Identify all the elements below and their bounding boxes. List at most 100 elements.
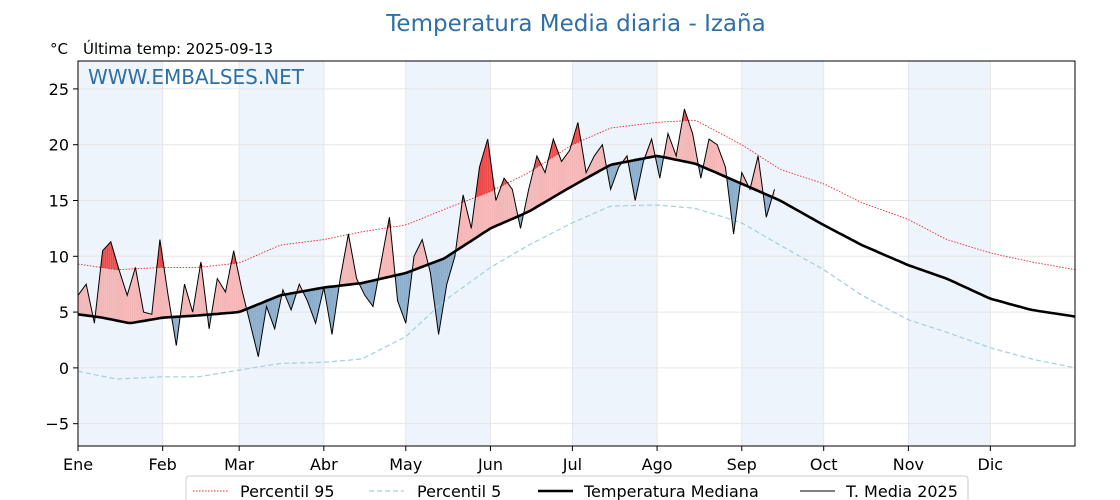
above-median-fill xyxy=(665,133,669,159)
above-median-fill xyxy=(82,286,85,316)
above-median-fill xyxy=(166,281,169,318)
above-median-fill xyxy=(600,144,603,171)
above-median-fill xyxy=(223,288,226,314)
above-p95-fill xyxy=(573,129,576,145)
plot-frame xyxy=(77,60,1076,447)
above-median-fill xyxy=(758,155,761,192)
above-median-fill xyxy=(493,185,496,227)
above-median-fill xyxy=(723,161,726,177)
series-line-media2025 xyxy=(77,108,775,357)
above-median-fill xyxy=(549,147,552,200)
x-tick-label: Jul xyxy=(562,455,582,474)
below-median-fill xyxy=(254,305,257,349)
above-median-fill xyxy=(686,115,689,163)
above-median-fill xyxy=(495,194,498,226)
below-median-fill xyxy=(446,255,449,285)
below-median-fill xyxy=(440,259,443,322)
above-median-fill xyxy=(198,261,201,316)
below-median-fill xyxy=(325,287,328,311)
above-median-fill xyxy=(504,178,507,223)
y-tick-label: 10 xyxy=(49,247,69,266)
above-median-fill xyxy=(145,312,148,321)
below-median-fill xyxy=(729,178,732,218)
above-median-fill xyxy=(592,155,595,176)
above-median-fill xyxy=(221,285,224,314)
above-median-fill xyxy=(147,313,150,321)
above-median-fill xyxy=(139,289,142,322)
above-p95-fill xyxy=(106,244,109,269)
y-tick-label: 5 xyxy=(59,303,69,322)
legend-label-p95: Percentil 95 xyxy=(240,482,335,500)
above-median-fill xyxy=(688,121,691,163)
x-tick-label: Feb xyxy=(149,455,177,474)
above-median-fill xyxy=(241,289,244,311)
above-median-fill xyxy=(497,189,501,226)
above-median-fill xyxy=(672,144,675,160)
below-median-fill xyxy=(442,258,445,310)
above-median-fill xyxy=(682,108,685,162)
above-p95-fill xyxy=(479,160,482,196)
watermark: WWW.EMBALSES.NET xyxy=(88,65,305,89)
above-median-fill xyxy=(416,247,419,270)
below-median-fill xyxy=(92,313,95,324)
below-median-fill xyxy=(373,280,376,307)
above-p95-fill xyxy=(114,255,117,270)
above-median-fill xyxy=(557,150,560,195)
month-band xyxy=(572,61,658,446)
above-median-fill xyxy=(719,150,722,175)
below-median-fill xyxy=(364,281,367,299)
above-median-fill xyxy=(502,178,505,224)
above-median-fill xyxy=(708,139,712,171)
below-median-fill xyxy=(258,303,261,357)
above-median-fill xyxy=(127,288,130,324)
above-median-fill xyxy=(114,255,117,321)
above-median-fill xyxy=(555,144,558,197)
y-tick-label: −5 xyxy=(45,415,69,434)
month-band xyxy=(741,61,824,446)
above-p95-fill xyxy=(102,248,105,268)
below-median-fill xyxy=(368,281,371,304)
below-median-fill xyxy=(657,155,660,179)
above-median-fill xyxy=(594,153,597,174)
above-median-fill xyxy=(352,256,355,285)
above-median-fill xyxy=(586,168,589,179)
above-median-fill xyxy=(647,144,650,158)
above-median-fill xyxy=(80,289,83,315)
below-median-fill xyxy=(399,273,402,313)
above-median-fill xyxy=(711,140,714,172)
above-median-fill xyxy=(559,155,562,194)
above-median-fill xyxy=(182,284,185,317)
below-median-fill xyxy=(270,298,273,324)
x-tick-label: Sep xyxy=(727,455,757,474)
below-median-fill xyxy=(317,288,320,315)
below-median-fill xyxy=(407,271,410,307)
above-p95-fill xyxy=(104,246,107,269)
above-median-fill xyxy=(116,262,119,322)
above-p95-fill xyxy=(551,139,554,159)
above-median-fill xyxy=(530,172,533,211)
above-median-fill xyxy=(469,220,472,243)
above-median-fill xyxy=(678,132,681,161)
series-line-p95 xyxy=(77,119,1076,271)
above-p95-fill xyxy=(483,146,486,195)
above-median-fill xyxy=(129,281,132,324)
above-median-fill xyxy=(565,153,568,190)
above-median-fill xyxy=(235,260,238,313)
above-median-fill xyxy=(547,155,550,201)
above-median-fill xyxy=(133,267,136,323)
above-median-fill xyxy=(684,108,687,162)
last-temp-label: Última temp: 2025-09-13 xyxy=(83,39,273,58)
above-median-fill xyxy=(78,292,81,315)
x-tick-label: Nov xyxy=(893,455,924,474)
below-median-fill xyxy=(735,181,738,219)
below-median-fill xyxy=(272,297,275,329)
below-median-fill xyxy=(401,273,404,318)
above-median-fill xyxy=(161,253,165,318)
above-median-fill xyxy=(598,147,601,172)
chart-title: Temperatura Media diaria - Izaña xyxy=(385,11,765,37)
above-median-fill xyxy=(153,276,156,320)
x-axis: Ene Feb Mar Abr May Jun Jul Ago Sep Oct Nov Dic xyxy=(63,446,1003,474)
above-median-fill xyxy=(184,284,187,317)
above-median-fill xyxy=(569,143,572,188)
